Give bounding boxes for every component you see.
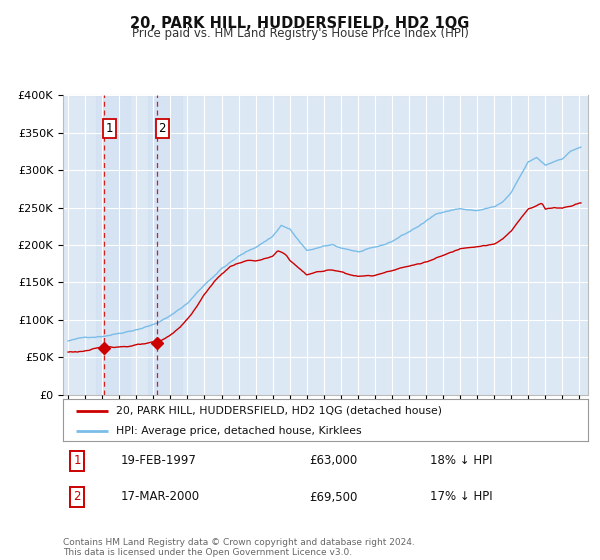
Text: 19-FEB-1997: 19-FEB-1997 xyxy=(121,454,197,467)
Text: 2: 2 xyxy=(74,491,81,503)
Text: Contains HM Land Registry data © Crown copyright and database right 2024.
This d: Contains HM Land Registry data © Crown c… xyxy=(63,538,415,557)
Text: £63,000: £63,000 xyxy=(310,454,358,467)
Bar xyxy=(148,95,182,395)
Text: Price paid vs. HM Land Registry's House Price Index (HPI): Price paid vs. HM Land Registry's House … xyxy=(131,27,469,40)
Text: 1: 1 xyxy=(74,454,81,467)
Bar xyxy=(96,95,130,395)
Text: 2: 2 xyxy=(158,123,166,136)
Text: 1: 1 xyxy=(106,123,113,136)
Text: HPI: Average price, detached house, Kirklees: HPI: Average price, detached house, Kirk… xyxy=(115,426,361,436)
Text: £69,500: £69,500 xyxy=(310,491,358,503)
Text: 20, PARK HILL, HUDDERSFIELD, HD2 1QG (detached house): 20, PARK HILL, HUDDERSFIELD, HD2 1QG (de… xyxy=(115,405,442,416)
Text: 17-MAR-2000: 17-MAR-2000 xyxy=(121,491,200,503)
Text: 17% ↓ HPI: 17% ↓ HPI xyxy=(431,491,493,503)
Text: 18% ↓ HPI: 18% ↓ HPI xyxy=(431,454,493,467)
Text: 20, PARK HILL, HUDDERSFIELD, HD2 1QG: 20, PARK HILL, HUDDERSFIELD, HD2 1QG xyxy=(130,16,470,31)
